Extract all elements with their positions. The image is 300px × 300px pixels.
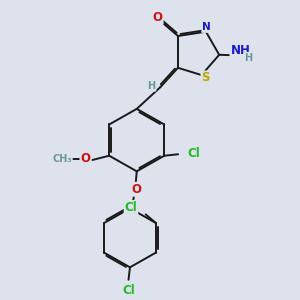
Text: O: O: [132, 183, 142, 196]
Text: H: H: [244, 53, 253, 63]
Text: O: O: [81, 152, 91, 165]
Text: O: O: [153, 11, 163, 24]
Text: H: H: [147, 81, 155, 91]
Text: Cl: Cl: [122, 284, 135, 297]
Text: Cl: Cl: [124, 201, 137, 214]
Text: N: N: [202, 22, 211, 32]
Text: CH₃: CH₃: [52, 154, 72, 164]
Text: NH: NH: [230, 44, 250, 57]
Text: S: S: [201, 71, 210, 84]
Text: Cl: Cl: [188, 147, 200, 160]
